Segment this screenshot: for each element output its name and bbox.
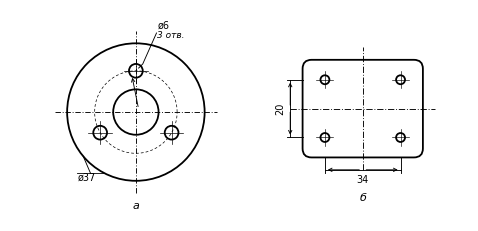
- Text: 34: 34: [357, 175, 369, 185]
- Text: а: а: [132, 201, 139, 211]
- Text: б: б: [359, 193, 366, 203]
- Text: ø37: ø37: [77, 173, 96, 182]
- Text: ø6: ø6: [157, 20, 169, 30]
- Text: 3 отв.: 3 отв.: [157, 31, 185, 40]
- Text: 20: 20: [275, 102, 285, 115]
